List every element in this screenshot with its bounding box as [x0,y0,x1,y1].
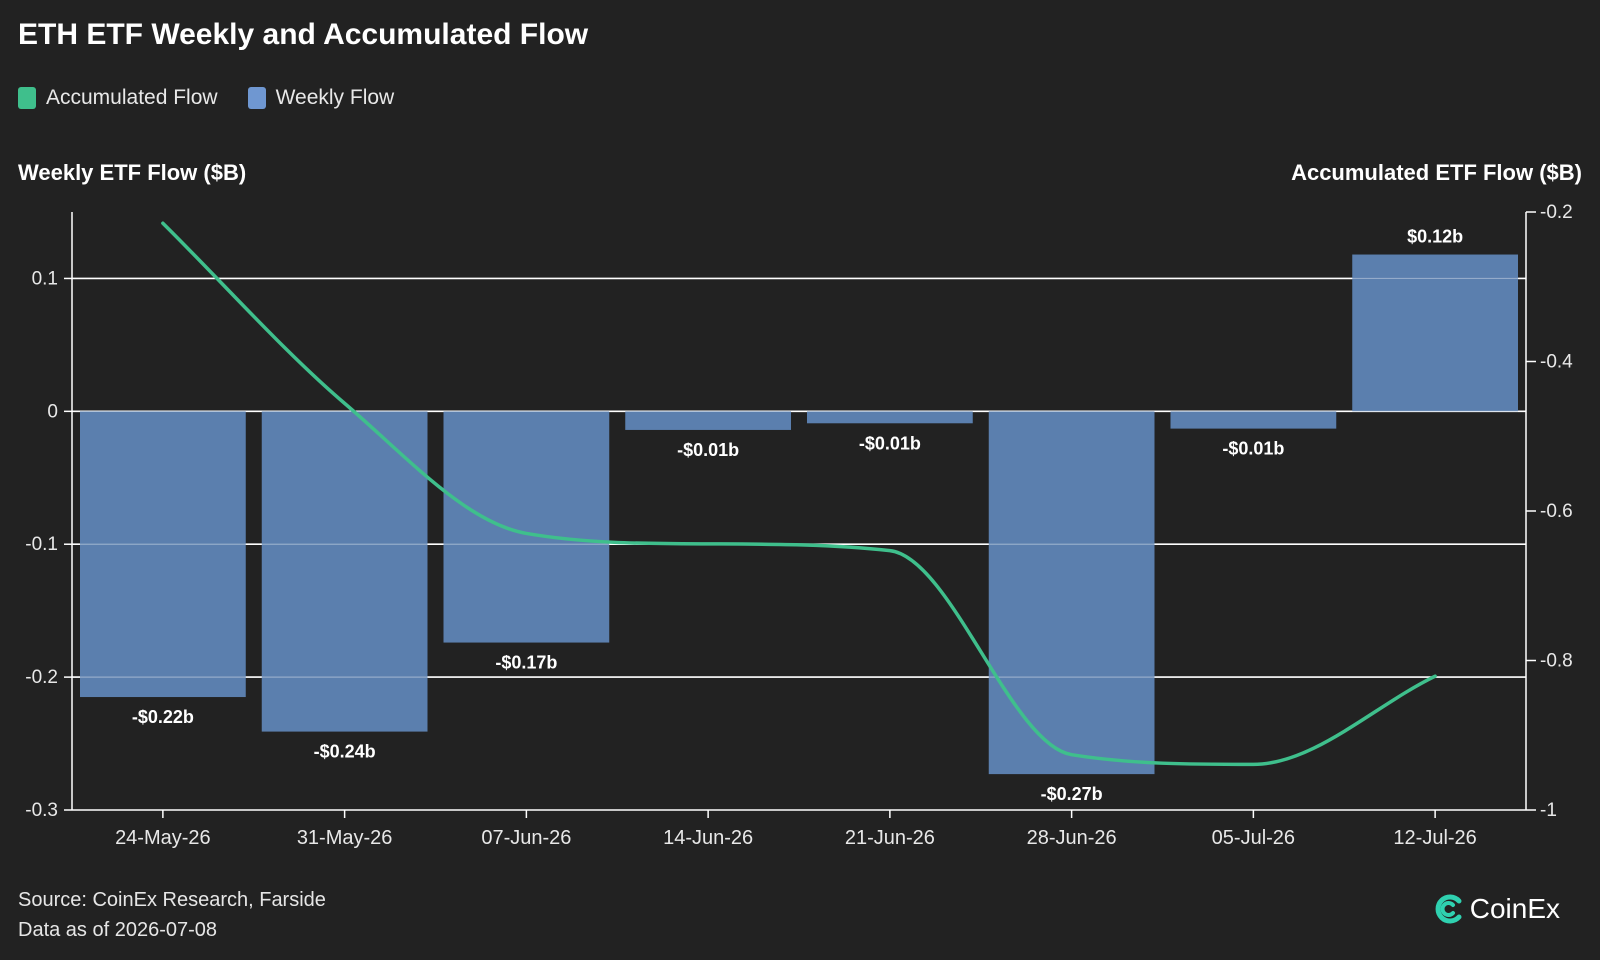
left-axis-title: Weekly ETF Flow ($B) [18,160,247,185]
bar-data-label: -$0.01b [1222,439,1284,459]
legend-item-weekly[interactable]: Weekly Flow [247,86,395,110]
bar-weekly-flow [625,411,791,430]
bar-weekly-flow [1170,411,1337,429]
brand-logo: CoinEx [1432,892,1560,926]
bar-data-label: $0.12b [1407,227,1463,247]
legend-label-weekly: Weekly Flow [275,86,395,109]
bar-data-label: -$0.01b [677,440,739,460]
bar-data-label: -$0.01b [859,433,921,453]
legend: Accumulated Flow Weekly Flow [18,86,394,110]
bar-weekly-flow [261,411,428,732]
left-axis-tick-label: 0.1 [32,268,58,289]
bar-weekly-flow [1352,254,1518,412]
bar-weekly-flow [988,411,1155,775]
x-axis-tick-label: 05-Jul-26 [1212,827,1295,849]
bar-data-label: -$0.22b [132,707,194,727]
chart-title: ETH ETF Weekly and Accumulated Flow [18,18,589,51]
left-axis-tick-label: -0.1 [25,534,58,555]
bar-data-label: -$0.24b [314,742,376,762]
bar-data-label: -$0.27b [1041,784,1103,804]
bar-weekly-flow [443,411,610,643]
left-axis-tick-label: -0.3 [25,800,58,821]
source-note: Source: CoinEx Research, Farside [18,889,326,911]
legend-swatch-accumulated [18,87,36,109]
bar-weekly-flow [80,411,246,698]
legend-label-accumulated: Accumulated Flow [46,86,218,109]
x-axis-tick-label: 14-Jun-26 [663,827,753,849]
x-axis-tick-label: 31-May-26 [297,827,393,849]
left-axis-tick-label: 0 [47,401,58,422]
bar-data-label: -$0.17b [495,653,557,673]
left-axis-tick-label: -0.2 [25,667,58,688]
coinex-logo-icon [1435,894,1462,924]
right-axis-tick-label: -1 [1540,800,1557,821]
x-axis-tick-label: 21-Jun-26 [845,827,935,849]
line-accumulated-flow [161,221,1437,767]
footer: Source: CoinEx Research, Farside Data as… [18,885,326,945]
right-axis-tick-label: -0.8 [1540,651,1573,672]
x-axis-tick-label: 28-Jun-26 [1027,827,1117,849]
right-axis-tick-label: -0.4 [1540,352,1573,373]
x-axis-tick-label: 24-May-26 [115,827,211,849]
legend-swatch-weekly [247,87,266,109]
bar-weekly-flow [807,411,973,424]
right-axis-tick-label: -0.2 [1540,202,1573,223]
right-axis-title: Accumulated ETF Flow ($B) [1291,160,1582,185]
data-as-of-note: Data as of 2026-07-08 [18,919,218,941]
legend-item-accumulated[interactable]: Accumulated Flow [18,86,218,110]
x-axis-tick-label: 12-Jul-26 [1393,827,1476,849]
x-axis-tick-label: 07-Jun-26 [481,827,571,849]
brand-name: CoinEx [1469,893,1560,924]
right-axis-tick-label: -0.6 [1540,501,1573,522]
